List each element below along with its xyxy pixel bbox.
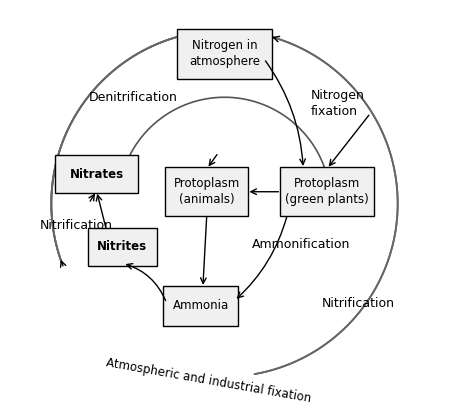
FancyBboxPatch shape [165,167,248,216]
FancyBboxPatch shape [280,167,374,216]
FancyBboxPatch shape [163,286,238,326]
Text: Nitrogen
fixation: Nitrogen fixation [311,89,365,118]
FancyBboxPatch shape [177,29,272,79]
Text: Ammonia: Ammonia [173,299,229,312]
Text: Nitrification: Nitrification [322,298,395,310]
Text: Protoplasm
(animals): Protoplasm (animals) [174,177,240,206]
Text: Atmospheric and industrial fixation: Atmospheric and industrial fixation [105,356,313,405]
Text: Denitrification: Denitrification [89,91,177,104]
Text: Nitrogen in
atmosphere: Nitrogen in atmosphere [189,39,260,69]
Text: Nitrites: Nitrites [97,240,147,253]
Text: Ammonification: Ammonification [252,238,350,252]
FancyBboxPatch shape [88,228,157,266]
FancyBboxPatch shape [55,155,138,193]
Text: Protoplasm
(green plants): Protoplasm (green plants) [285,177,369,206]
Text: Nitrification: Nitrification [40,219,113,232]
Text: Nitrates: Nitrates [70,168,123,180]
